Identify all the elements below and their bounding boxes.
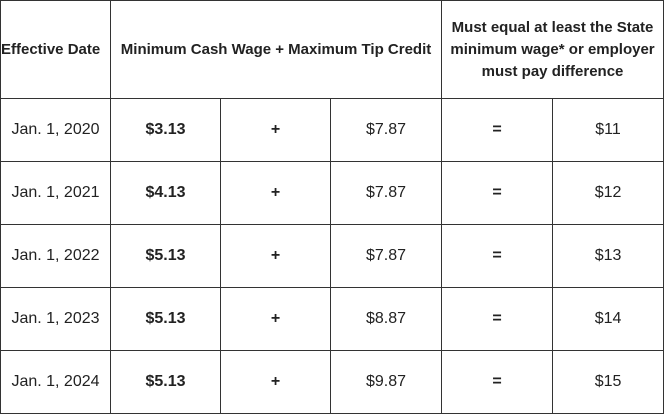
cash-wage-cell: $5.13 bbox=[110, 350, 221, 414]
date-cell: Jan. 1, 2020 bbox=[0, 98, 111, 162]
table-row: Jan. 1, 2020 $3.13 + $7.87 = $11 bbox=[0, 98, 664, 162]
cash-wage-cell: $4.13 bbox=[110, 161, 221, 225]
date-cell: Jan. 1, 2023 bbox=[0, 287, 111, 351]
state-minimum-cell: $13 bbox=[552, 224, 664, 288]
plus-sign: + bbox=[220, 224, 331, 288]
table-row: Jan. 1, 2024 $5.13 + $9.87 = $15 bbox=[0, 350, 664, 414]
plus-sign: + bbox=[220, 98, 331, 162]
state-minimum-cell: $14 bbox=[552, 287, 664, 351]
header-row: Effective Date Minimum Cash Wage + Maxim… bbox=[0, 0, 664, 99]
tip-credit-cell: $7.87 bbox=[329, 224, 443, 288]
cash-wage-cell: $5.13 bbox=[110, 224, 221, 288]
state-minimum-cell: $11 bbox=[552, 98, 664, 162]
tip-credit-cell: $7.87 bbox=[329, 161, 443, 225]
equals-sign: = bbox=[441, 224, 554, 288]
table-row: Jan. 1, 2022 $5.13 + $7.87 = $13 bbox=[0, 224, 664, 288]
state-minimum-cell: $15 bbox=[552, 350, 664, 414]
plus-sign: + bbox=[220, 287, 331, 351]
equals-sign: = bbox=[441, 350, 554, 414]
tip-credit-cell: $9.87 bbox=[329, 350, 443, 414]
effective-date-header: Effective Date bbox=[0, 0, 111, 99]
equals-sign: = bbox=[441, 98, 554, 162]
equals-sign: = bbox=[441, 161, 554, 225]
date-cell: Jan. 1, 2022 bbox=[0, 224, 111, 288]
wage-tip-header: Minimum Cash Wage + Maximum Tip Credit bbox=[109, 0, 443, 99]
date-cell: Jan. 1, 2024 bbox=[0, 350, 111, 414]
plus-sign: + bbox=[220, 350, 331, 414]
table-row: Jan. 1, 2023 $5.13 + $8.87 = $14 bbox=[0, 287, 664, 351]
date-cell: Jan. 1, 2021 bbox=[0, 161, 111, 225]
plus-sign: + bbox=[220, 161, 331, 225]
cash-wage-cell: $3.13 bbox=[110, 98, 221, 162]
state-minimum-header: Must equal at least the State minimum wa… bbox=[441, 0, 664, 99]
state-minimum-cell: $12 bbox=[552, 161, 664, 225]
tip-credit-cell: $7.87 bbox=[329, 98, 443, 162]
table-row: Jan. 1, 2021 $4.13 + $7.87 = $12 bbox=[0, 161, 664, 225]
equals-sign: = bbox=[441, 287, 554, 351]
tip-credit-cell: $8.87 bbox=[329, 287, 443, 351]
cash-wage-cell: $5.13 bbox=[110, 287, 221, 351]
